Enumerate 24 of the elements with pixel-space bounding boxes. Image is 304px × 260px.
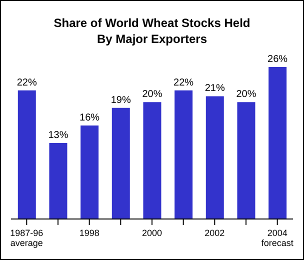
chart-title: Share of World Wheat Stocks Held By Major Exporters bbox=[52, 15, 252, 47]
bar bbox=[268, 67, 287, 219]
data-label: 20% bbox=[236, 89, 256, 100]
data-label: 13% bbox=[48, 130, 68, 141]
bar bbox=[80, 125, 99, 219]
data-label: 19% bbox=[110, 94, 132, 106]
x-tick-label: 1987-96 average bbox=[10, 228, 44, 248]
bar bbox=[206, 96, 224, 219]
data-label: 21% bbox=[204, 83, 226, 94]
bar bbox=[18, 90, 36, 219]
bar bbox=[112, 108, 130, 219]
data-label: 26% bbox=[268, 54, 288, 65]
x-tick-label: 2004 forecast bbox=[261, 228, 294, 248]
bar bbox=[237, 102, 256, 219]
data-label: 22% bbox=[16, 77, 38, 88]
data-label: 16% bbox=[80, 112, 100, 124]
x-tick-label: 2002 bbox=[204, 228, 225, 238]
bar bbox=[49, 143, 68, 219]
bar bbox=[143, 102, 162, 219]
x-tick-label: 1998 bbox=[79, 228, 100, 238]
data-label: 22% bbox=[174, 77, 194, 88]
bar bbox=[174, 90, 193, 219]
data-label: 20% bbox=[142, 89, 162, 100]
x-tick-label: 2000 bbox=[142, 228, 162, 238]
